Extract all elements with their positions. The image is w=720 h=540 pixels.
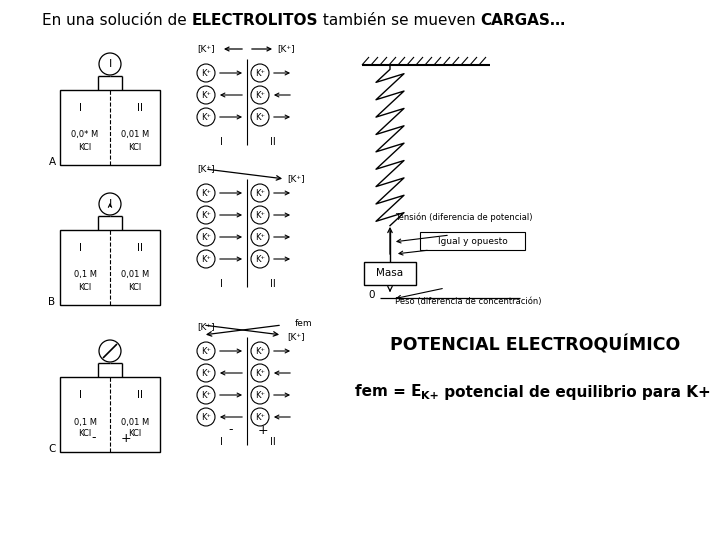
Text: K⁺: K⁺ — [201, 368, 211, 377]
Text: C: C — [48, 444, 55, 454]
Text: I: I — [109, 59, 112, 69]
Text: 0,01 M: 0,01 M — [121, 417, 149, 427]
Text: II: II — [137, 243, 143, 253]
Text: 0,1 M: 0,1 M — [73, 417, 96, 427]
Text: [K⁺]: [K⁺] — [287, 333, 305, 341]
Text: KCl: KCl — [128, 429, 142, 438]
Text: K⁺: K⁺ — [201, 69, 211, 78]
Text: Tensión (diferencia de potencial): Tensión (diferencia de potencial) — [395, 213, 533, 222]
Bar — [60, 90, 160, 165]
Text: también se mueven: también se mueven — [318, 13, 481, 28]
Text: K⁺: K⁺ — [201, 91, 211, 99]
Text: I: I — [78, 103, 81, 113]
Text: [K⁺]: [K⁺] — [287, 174, 305, 184]
Text: I: I — [220, 437, 222, 447]
Text: 0,01 M: 0,01 M — [121, 131, 149, 139]
Text: K⁺: K⁺ — [201, 413, 211, 422]
Text: CARGAS…: CARGAS… — [481, 13, 566, 28]
Text: II: II — [270, 137, 276, 147]
Text: K⁺: K⁺ — [201, 211, 211, 219]
Text: K⁺: K⁺ — [255, 390, 265, 400]
Text: K⁺: K⁺ — [255, 233, 265, 241]
Text: K⁺: K⁺ — [255, 69, 265, 78]
Text: [K⁺]: [K⁺] — [197, 322, 215, 332]
Text: I: I — [220, 279, 222, 289]
Text: K⁺: K⁺ — [201, 254, 211, 264]
Text: En una solución de: En una solución de — [42, 13, 192, 28]
Text: Igual y opuesto: Igual y opuesto — [438, 237, 508, 246]
Text: K+: K+ — [421, 391, 439, 401]
Text: fem: fem — [295, 319, 312, 327]
Text: +: + — [121, 431, 131, 444]
Text: KCl: KCl — [78, 282, 91, 292]
Text: K⁺: K⁺ — [201, 112, 211, 122]
Text: K⁺: K⁺ — [255, 188, 265, 198]
Text: -: - — [229, 423, 233, 436]
Text: I: I — [109, 199, 112, 209]
Text: 0: 0 — [369, 290, 375, 300]
Text: [K⁺]: [K⁺] — [277, 44, 294, 53]
Bar — [60, 377, 160, 452]
Text: K⁺: K⁺ — [201, 188, 211, 198]
Text: 0,01 M: 0,01 M — [121, 271, 149, 280]
Text: I: I — [78, 243, 81, 253]
Text: KCl: KCl — [128, 143, 142, 152]
Text: K⁺: K⁺ — [255, 413, 265, 422]
Text: 0,1 M: 0,1 M — [73, 271, 96, 280]
Bar — [420, 232, 525, 250]
Text: I: I — [220, 137, 222, 147]
Text: K⁺: K⁺ — [255, 112, 265, 122]
Text: fem = E: fem = E — [355, 384, 421, 400]
Text: II: II — [270, 279, 276, 289]
Text: I: I — [78, 390, 81, 400]
Text: Masa: Masa — [377, 268, 404, 279]
Text: [K⁺]: [K⁺] — [197, 165, 215, 173]
Text: [K⁺]: [K⁺] — [197, 44, 215, 53]
Text: K⁺: K⁺ — [255, 211, 265, 219]
Text: 0,0* M: 0,0* M — [71, 131, 99, 139]
Text: +: + — [258, 423, 269, 436]
Text: -: - — [91, 431, 96, 444]
Text: Peso (diferencia de concentración): Peso (diferencia de concentración) — [395, 297, 541, 306]
Text: POTENCIAL ELECTROQUÍMICO: POTENCIAL ELECTROQUÍMICO — [390, 335, 680, 354]
Bar — [60, 230, 160, 305]
Text: II: II — [137, 103, 143, 113]
Bar — [364, 262, 416, 285]
Text: KCl: KCl — [128, 282, 142, 292]
Text: K⁺: K⁺ — [201, 347, 211, 355]
Text: KCl: KCl — [78, 143, 91, 152]
Text: K⁺: K⁺ — [201, 233, 211, 241]
Text: K⁺: K⁺ — [255, 347, 265, 355]
Text: K⁺: K⁺ — [255, 254, 265, 264]
Text: K⁺: K⁺ — [255, 368, 265, 377]
Text: potencial de equilibrio para K+: potencial de equilibrio para K+ — [439, 384, 711, 400]
Text: II: II — [137, 390, 143, 400]
Text: K⁺: K⁺ — [255, 91, 265, 99]
Text: K⁺: K⁺ — [201, 390, 211, 400]
Text: II: II — [270, 437, 276, 447]
Text: KCl: KCl — [78, 429, 91, 438]
Text: A: A — [48, 157, 55, 167]
Text: B: B — [48, 297, 55, 307]
Text: ELECTROLITOS: ELECTROLITOS — [192, 13, 318, 28]
